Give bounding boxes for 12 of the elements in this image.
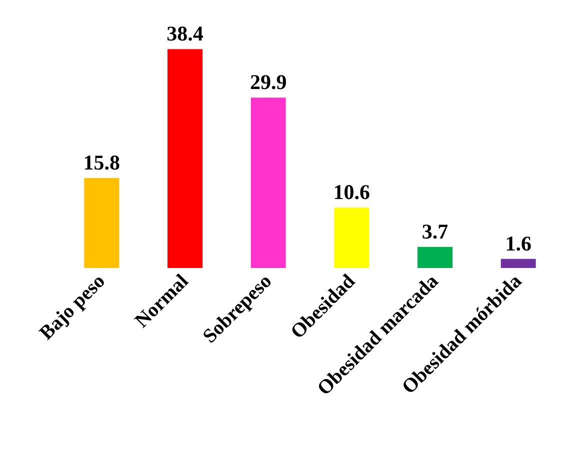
bar — [418, 246, 452, 268]
bar — [250, 98, 286, 268]
data-label: 3.7 — [422, 219, 448, 244]
data-label: 29.9 — [250, 70, 287, 94]
bar — [334, 208, 370, 268]
bar — [168, 49, 202, 268]
data-label: 15.8 — [83, 150, 120, 174]
data-label: 38.4 — [166, 22, 204, 46]
data-label: 10.6 — [333, 180, 370, 204]
data-label: 1.6 — [505, 231, 532, 256]
bar — [500, 258, 536, 268]
bar — [84, 178, 120, 268]
